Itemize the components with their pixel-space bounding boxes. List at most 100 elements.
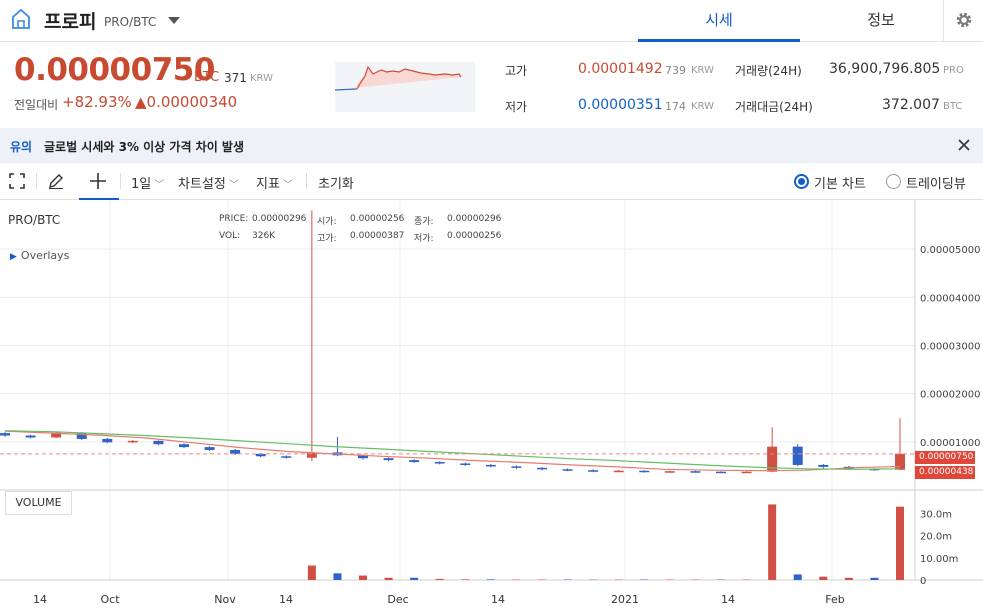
indicators-label: 지표 — [256, 177, 280, 192]
volume-tick-label: 30.0m — [920, 509, 952, 520]
x-tick-label: 14 — [279, 593, 293, 606]
candle-body — [153, 440, 164, 445]
candle-body — [716, 471, 726, 474]
chevron-down-icon: ﹀ — [154, 180, 165, 191]
volume-bar — [461, 579, 470, 580]
candle-body — [818, 464, 829, 467]
x-tick-label: Oct — [100, 593, 120, 606]
y-tick-label: 0.00002000 — [920, 390, 980, 401]
legend-vol-label: VOL: — [219, 231, 241, 241]
high-label: 고가 — [505, 64, 528, 78]
volume-24h-value: 36,900,796.805 — [829, 61, 941, 77]
interval-label: 1일 — [131, 177, 152, 192]
volume-bar — [384, 577, 393, 580]
candle-body — [127, 440, 138, 443]
volume-bar — [359, 575, 367, 580]
interval-select[interactable]: 1일 ﹀ — [131, 173, 164, 192]
candle-body — [485, 464, 496, 467]
gear-icon — [956, 12, 972, 28]
crosshair-tool[interactable] — [79, 163, 119, 200]
chevron-down-icon[interactable] — [168, 17, 180, 24]
volume-tick-label: 10.00m — [920, 554, 958, 565]
chart-settings-label: 차트설정 — [178, 177, 226, 192]
pencil-icon[interactable] — [47, 172, 65, 190]
x-tick-label: Nov — [214, 593, 236, 606]
volume-bar — [844, 577, 853, 580]
coin-name: 프로피 — [44, 11, 97, 33]
fullscreen-icon[interactable] — [8, 172, 26, 190]
chart-title: PRO/BTC — [8, 213, 61, 227]
candle-body — [588, 470, 599, 472]
volume-bar — [768, 504, 777, 580]
high-krw: 739 — [665, 64, 686, 77]
close-icon[interactable] — [956, 137, 972, 153]
x-tick-label: 2021 — [611, 593, 639, 606]
moving-average-line — [4, 430, 901, 470]
reset-button[interactable]: 초기화 — [318, 177, 354, 192]
toolbar-divider — [36, 173, 37, 189]
candle-body — [102, 438, 113, 443]
low-value: 0.00000351 — [578, 97, 663, 113]
tab-price[interactable]: 시세 — [638, 0, 800, 42]
top-header: 프로피 PRO/BTC 시세 정보 — [0, 0, 983, 42]
candle-body — [25, 435, 36, 438]
tradingview-label[interactable]: 트레이딩뷰 — [906, 177, 966, 192]
volume-bar — [870, 577, 879, 580]
candle-body — [613, 470, 624, 473]
notice-text: 글로벌 시세와 3% 이상 가격 차이 발생 — [44, 140, 245, 154]
legend-low: 0.00000256 — [447, 231, 502, 241]
basic-chart-radio[interactable] — [794, 174, 809, 189]
y-tick-label: 0.00004000 — [920, 293, 980, 304]
indicators-menu[interactable]: 지표 ﹀ — [256, 173, 293, 192]
low-krw-unit: KRW — [691, 101, 714, 112]
candle-body — [179, 444, 189, 448]
candle-body — [895, 453, 905, 470]
volume-bar — [333, 573, 342, 580]
krw-unit: KRW — [250, 73, 273, 84]
candle-body — [767, 446, 778, 472]
candle-body — [383, 458, 394, 461]
volume-bar — [307, 565, 316, 580]
notice-banner: 유의 글로벌 시세와 3% 이상 가격 차이 발생 — [0, 128, 983, 163]
basic-chart-label[interactable]: 기본 차트 — [814, 177, 866, 192]
volume-bar — [896, 506, 904, 580]
legend-low-label: 저가: — [414, 234, 434, 244]
home-icon[interactable] — [10, 8, 32, 30]
candle-body — [358, 455, 368, 459]
legend-high: 0.00000387 — [350, 231, 405, 241]
high-value: 0.00001492 — [578, 61, 663, 77]
y-tick-label: 0.00003000 — [920, 341, 980, 352]
price-summary: 0.00000750 BTC 371 KRW 전일대비 +82.93% ▲0.0… — [0, 42, 983, 128]
legend-close-label: 종가: — [414, 217, 434, 227]
candle-body — [204, 447, 215, 451]
mini-price-chart — [335, 62, 475, 112]
change-percent: +82.93% — [62, 93, 132, 111]
candle-body — [460, 463, 471, 465]
candle-body — [230, 450, 241, 454]
coin-pair: PRO/BTC — [104, 15, 157, 29]
volume-24h-unit: PRO — [943, 65, 964, 76]
moving-average-tag: 0.00000438 — [915, 466, 975, 479]
candle-body — [664, 471, 675, 473]
krw-price: 371 — [224, 71, 247, 85]
candle-body — [76, 432, 87, 439]
tab-info[interactable]: 정보 — [867, 11, 895, 29]
tradingview-radio[interactable] — [886, 174, 901, 189]
candle-body — [281, 456, 292, 458]
amount-24h-label: 거래대금(24H) — [735, 100, 813, 114]
toolbar-divider — [306, 173, 307, 189]
volume-24h-label: 거래량(24H) — [735, 64, 802, 78]
volume-bar — [793, 574, 802, 580]
legend-vol: 326K — [252, 231, 276, 241]
price-unit: BTC — [194, 70, 220, 85]
x-tick-label: 14 — [491, 593, 505, 606]
overlays-toggle[interactable]: ▶ Overlays — [10, 249, 69, 262]
settings-button[interactable] — [943, 0, 983, 42]
low-label: 저가 — [505, 100, 528, 114]
change-amount: ▲0.00000340 — [135, 93, 238, 111]
candlestick-chart[interactable]: 0.00005000 0.00004000 0.00003000 0.00002000… — [0, 200, 983, 610]
chart-settings-menu[interactable]: 차트설정 ﹀ — [178, 173, 239, 192]
crosshair-icon — [90, 173, 106, 189]
legend-price-label: PRICE: — [219, 214, 249, 224]
x-tick-label: 14 — [721, 593, 735, 606]
